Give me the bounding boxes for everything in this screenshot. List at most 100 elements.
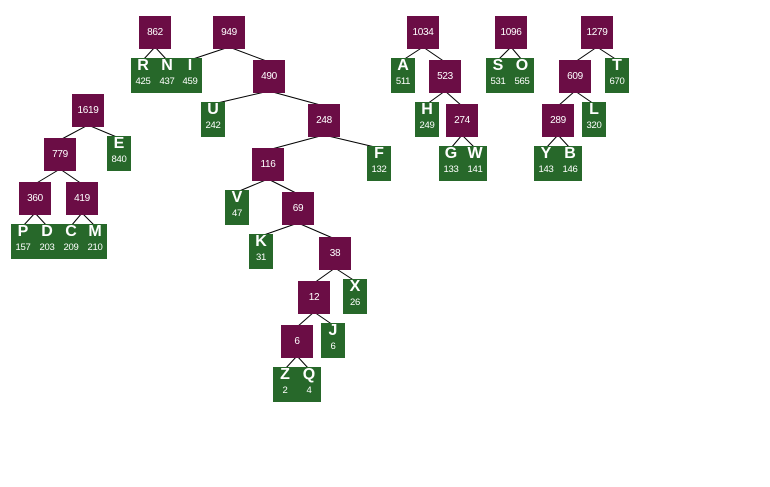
internal-node-779: 779 (44, 138, 76, 171)
node-weight: 1034 (412, 27, 434, 38)
leaf-weight: 31 (256, 252, 266, 263)
leaf-node-S: S 531 (486, 57, 510, 93)
tree-edge (70, 212, 83, 227)
tree-edge (557, 134, 571, 149)
leaf-node-G: G 133 (439, 145, 463, 181)
node-weight: 274 (454, 115, 470, 126)
leaf-symbol: T (612, 57, 622, 74)
tree-edge (260, 222, 299, 237)
leaf-weight: 26 (350, 297, 360, 308)
tree-edge (284, 355, 298, 370)
leaf-weight: 242 (205, 120, 221, 131)
leaf-node-Y: Y 143 (534, 145, 558, 181)
tree-edge (59, 124, 89, 141)
leaf-symbol: E (113, 135, 125, 152)
leaf-node-V: V 47 (225, 189, 249, 225)
node-weight: 949 (221, 27, 237, 38)
tree-edge (461, 134, 476, 149)
internal-node-116: 116 (252, 148, 284, 181)
internal-node-6: 6 (281, 325, 313, 358)
leaf-node-X: X 26 (343, 278, 367, 314)
internal-node-1096: 1096 (495, 16, 527, 49)
leaf-symbol: O (515, 57, 529, 74)
node-weight: 419 (74, 193, 90, 204)
internal-node-1034: 1034 (407, 16, 439, 49)
internal-node-289: 289 (542, 104, 574, 137)
leaf-symbol: G (444, 145, 458, 162)
tree-edge (444, 90, 463, 107)
leaf-symbol: Q (302, 366, 316, 383)
leaf-node-F: F 132 (367, 145, 391, 181)
internal-node-609: 609 (559, 60, 591, 93)
leaf-symbol: R (137, 57, 149, 74)
leaf-symbol: V (231, 189, 243, 206)
internal-node-12: 12 (298, 281, 330, 314)
tree-edge (189, 46, 230, 61)
leaf-symbol: P (17, 223, 29, 240)
internal-node-490: 490 (253, 60, 285, 93)
leaf-weight: 133 (443, 164, 459, 175)
leaf-node-I: I 459 (178, 57, 202, 93)
node-weight: 248 (316, 115, 332, 126)
leaf-node-L: L 320 (582, 101, 606, 137)
leaf-weight: 4 (306, 385, 312, 396)
leaf-weight: 203 (39, 242, 55, 253)
node-weight: 523 (437, 71, 453, 82)
internal-node-248: 248 (308, 104, 340, 137)
leaf-symbol: X (349, 278, 361, 295)
tree-edge (34, 168, 61, 185)
leaf-symbol: K (255, 233, 267, 250)
internal-node-38: 38 (319, 237, 351, 270)
node-weight: 1096 (500, 27, 522, 38)
leaf-weight: 531 (490, 76, 506, 87)
leaf-symbol: Y (540, 145, 552, 162)
tree-edge (22, 212, 36, 227)
tree-edge (313, 311, 334, 326)
leaf-node-U: U 242 (201, 101, 225, 137)
tree-edge (297, 222, 336, 240)
leaf-symbol: U (207, 101, 219, 118)
internal-node-949: 949 (213, 16, 245, 49)
tree-edge (323, 134, 380, 149)
leaf-weight: 47 (232, 208, 242, 219)
tree-edge (228, 46, 270, 63)
node-weight: 69 (292, 203, 304, 214)
leaf-symbol: W (467, 145, 483, 162)
leaf-weight: 6 (330, 341, 336, 352)
node-weight: 1619 (77, 105, 99, 116)
tree-edge (296, 311, 315, 328)
leaf-symbol: M (88, 223, 102, 240)
leaf-node-P: P 157 (11, 223, 35, 259)
internal-node-274: 274 (446, 104, 478, 137)
leaf-symbol: H (421, 101, 433, 118)
tree-edge (212, 90, 270, 105)
leaf-node-M: M 210 (83, 223, 107, 259)
node-weight: 1279 (586, 27, 608, 38)
tree-edge (267, 134, 325, 151)
tree-edge (87, 124, 120, 139)
leaf-weight: 2 (282, 385, 288, 396)
leaf-node-O: O 565 (510, 57, 534, 93)
leaf-node-N: N 437 (155, 57, 179, 93)
tree-edge (268, 90, 325, 107)
leaf-symbol: D (41, 223, 53, 240)
tree-edge (426, 90, 446, 105)
node-weight: 38 (329, 248, 341, 259)
leaf-weight: 320 (586, 120, 602, 131)
leaf-weight: 146 (562, 164, 578, 175)
node-weight: 490 (261, 71, 277, 82)
leaf-weight: 209 (63, 242, 79, 253)
leaf-weight: 132 (371, 164, 387, 175)
leaf-symbol: Z (280, 366, 290, 383)
internal-node-1619: 1619 (72, 94, 104, 127)
leaf-symbol: L (589, 101, 599, 118)
leaf-symbol: S (492, 57, 504, 74)
tree-edge (596, 46, 618, 61)
tree-edge (450, 134, 463, 149)
tree-edge (402, 46, 424, 61)
leaf-weight: 141 (467, 164, 483, 175)
tree-edge (497, 46, 512, 61)
internal-node-419: 419 (66, 182, 98, 215)
